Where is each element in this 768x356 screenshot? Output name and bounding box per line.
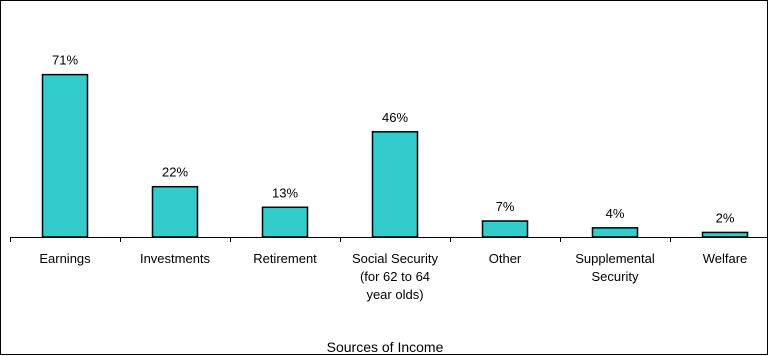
category-label: Earnings [39,251,91,266]
data-label: 22% [162,165,188,180]
bar [373,132,418,237]
data-label: 4% [606,206,625,221]
bar [43,75,88,237]
category-label-line: (for 62 to 64 [360,269,430,284]
category-label-line: Earnings [39,251,91,266]
category-label-line: year olds) [366,287,423,302]
data-label: 46% [382,110,408,125]
bar [593,228,638,237]
x-axis-title: Sources of Income [1,339,768,355]
category-label-line: Investments [140,251,211,266]
bar [153,187,198,237]
category-label-line: Security [592,269,639,284]
bars-layer [43,75,748,237]
data-label: 2% [716,210,735,225]
data-label: 7% [496,199,515,214]
category-label: Retirement [253,251,317,266]
bar [703,232,748,237]
bar [263,207,308,237]
category-label-line: Supplemental [575,251,655,266]
category-label: Supplemental Security [575,251,655,284]
category-label-line: Social Security [352,251,438,266]
category-label: Social Security (for 62 to 64 year olds) [352,251,438,302]
category-labels: Earnings Investments Retirement Social Secu… [39,251,747,302]
category-label: Investments [140,251,211,266]
category-label-line: Welfare [703,251,748,266]
data-label: 71% [52,53,78,68]
data-label: 13% [272,185,298,200]
category-label-line: Other [489,251,522,266]
category-label: Welfare [703,251,748,266]
category-label: Other [489,251,522,266]
bar [483,221,528,237]
category-label-line: Retirement [253,251,317,266]
